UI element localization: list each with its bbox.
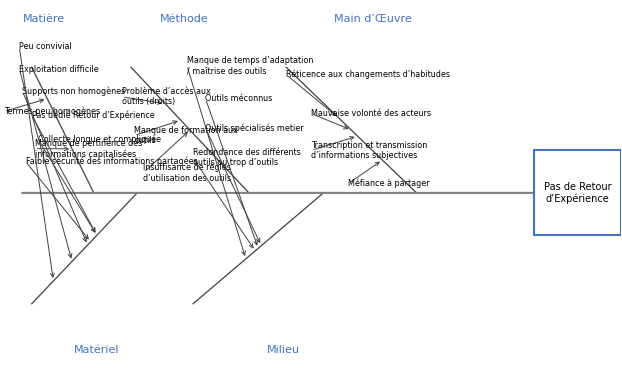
Text: Peu convivial: Peu convivial xyxy=(19,42,72,52)
Text: Problème d’accès aux
outils (droits): Problème d’accès aux outils (droits) xyxy=(122,87,210,106)
FancyBboxPatch shape xyxy=(534,150,621,235)
Text: Méthode: Méthode xyxy=(159,14,208,24)
Text: Outils méconnus: Outils méconnus xyxy=(205,94,272,103)
Text: Termes peu homogènes: Termes peu homogènes xyxy=(4,107,100,116)
Text: Insuffisance de règles
d’utilisation des outils: Insuffisance de règles d’utilisation des… xyxy=(144,162,231,183)
Text: Faible sécurité des informations partagées: Faible sécurité des informations partagé… xyxy=(26,157,197,166)
Text: Transcription et transmission
d’informations subjectives: Transcription et transmission d’informat… xyxy=(311,141,427,160)
Text: Manque de pertinence des
informations capitalisées: Manque de pertinence des informations ca… xyxy=(35,138,142,158)
Text: Pas de Retour
d’Expérience: Pas de Retour d’Expérience xyxy=(544,182,611,204)
Text: Collecte longue et compliquée: Collecte longue et compliquée xyxy=(38,135,161,144)
Text: Redondance des différents
outils ou trop d’outils: Redondance des différents outils ou trop… xyxy=(193,148,301,167)
Text: Matière: Matière xyxy=(23,14,65,24)
Text: Exploitation difficile: Exploitation difficile xyxy=(19,65,99,73)
Text: Outils spécialisés metier: Outils spécialisés metier xyxy=(205,124,304,133)
Text: Supports non homogènes: Supports non homogènes xyxy=(22,86,126,96)
Text: Mauvaise volonté des acteurs: Mauvaise volonté des acteurs xyxy=(311,109,431,118)
Text: Méfiance à partager: Méfiance à partager xyxy=(348,179,430,188)
Text: Manque de formation aux
outils: Manque de formation aux outils xyxy=(134,126,238,145)
Text: Main d’Œuvre: Main d’Œuvre xyxy=(334,14,412,24)
Text: Milieu: Milieu xyxy=(267,345,300,355)
Text: Matériel: Matériel xyxy=(74,345,119,355)
Text: Pas dédié Retour d’Expérience: Pas dédié Retour d’Expérience xyxy=(32,111,154,120)
Text: Manque de temps d’adaptation
/ maîtrise des outils: Manque de temps d’adaptation / maîtrise … xyxy=(187,56,313,75)
Text: Réticence aux changements d’habitudes: Réticence aux changements d’habitudes xyxy=(286,70,450,79)
